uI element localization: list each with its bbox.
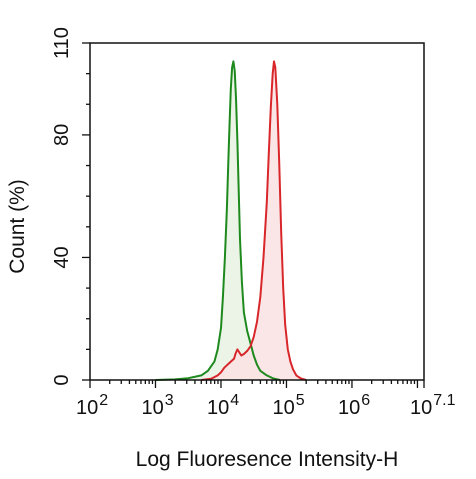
y-axis-ticks: 0 40 80 110 <box>51 27 90 386</box>
y-tick-label: 0 <box>51 374 73 385</box>
series-2-line <box>201 60 307 381</box>
x-tick-label: 107.1 <box>410 392 456 419</box>
x-axis-label: Log Fluoresence Intensity-H <box>136 448 399 471</box>
x-tick-label: 106 <box>338 392 370 419</box>
series-1-line <box>155 60 281 381</box>
y-tick-label: 80 <box>51 124 73 146</box>
plot-frame <box>89 42 425 381</box>
series-2-area <box>201 61 307 381</box>
x-axis-ticks: 102 103 104 105 106 107.1 <box>76 380 456 419</box>
y-tick-label: 110 <box>51 27 73 59</box>
x-tick-label: 104 <box>207 392 239 419</box>
y-axis-label: Count (%) <box>6 179 29 274</box>
x-tick-label: 105 <box>272 392 304 419</box>
series-lines <box>155 60 307 381</box>
series-areas <box>155 61 307 381</box>
x-tick-label: 102 <box>76 392 108 419</box>
x-tick-label: 103 <box>141 392 173 419</box>
y-tick-label: 40 <box>51 246 73 268</box>
